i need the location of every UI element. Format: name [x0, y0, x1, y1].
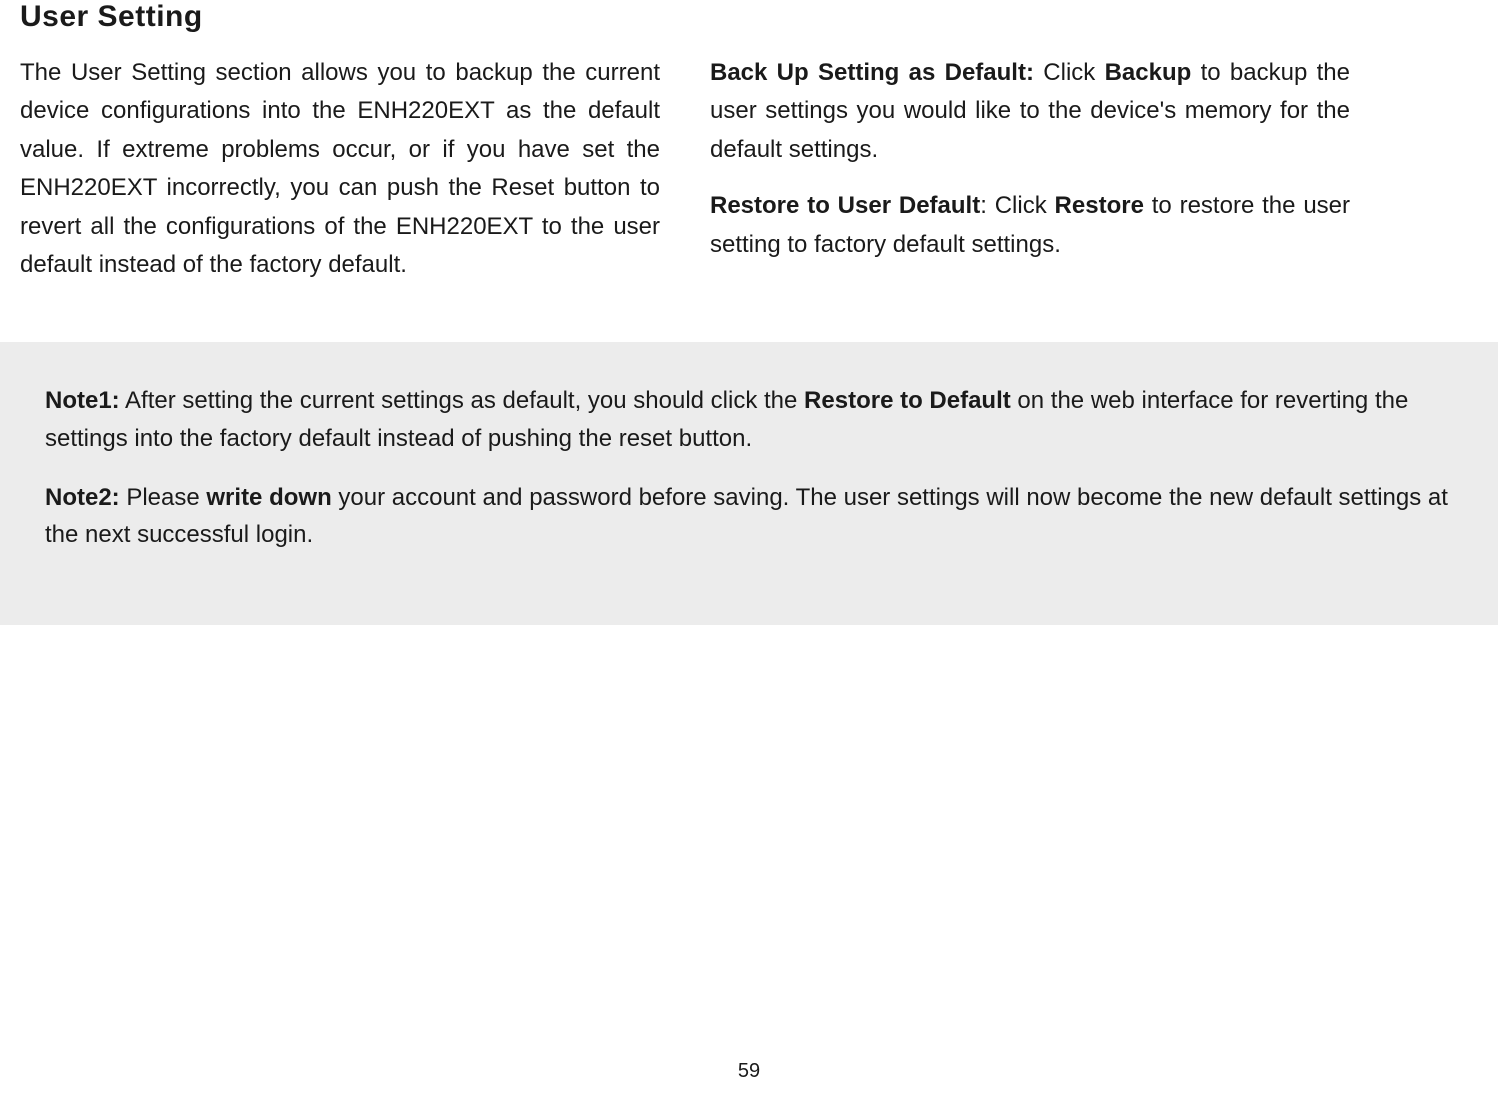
right-column: Back Up Setting as Default: Click Backup…	[710, 54, 1350, 302]
note2-label: Note2:	[45, 484, 120, 511]
backup-pre-text: Click	[1034, 59, 1105, 86]
backup-button-name: Backup	[1105, 59, 1192, 86]
left-column: The User Setting section allows you to b…	[20, 54, 660, 302]
page-number: 59	[0, 1060, 1498, 1083]
note2-pre-text: Please	[120, 484, 207, 511]
note1-paragraph: Note1: After setting the current setting…	[45, 382, 1453, 456]
restore-pre-text: : Click	[980, 192, 1054, 219]
note2-bold-text: write down	[206, 484, 331, 511]
backup-paragraph: Back Up Setting as Default: Click Backup…	[710, 54, 1350, 169]
restore-button-name: Restore	[1055, 192, 1144, 219]
intro-paragraph: The User Setting section allows you to b…	[20, 54, 660, 284]
backup-label: Back Up Setting as Default:	[710, 59, 1034, 86]
note1-bold-text: Restore to Default	[804, 387, 1011, 414]
page-heading: User Setting	[20, 0, 1478, 34]
restore-paragraph: Restore to User Default: Click Restore t…	[710, 187, 1350, 264]
note1-pre-text: After setting the current settings as de…	[120, 387, 804, 414]
note2-paragraph: Note2: Please write down your account an…	[45, 479, 1453, 553]
two-column-layout: The User Setting section allows you to b…	[20, 54, 1478, 302]
notes-box: Note1: After setting the current setting…	[0, 342, 1498, 625]
restore-label: Restore to User Default	[710, 192, 980, 219]
note1-label: Note1:	[45, 387, 120, 414]
